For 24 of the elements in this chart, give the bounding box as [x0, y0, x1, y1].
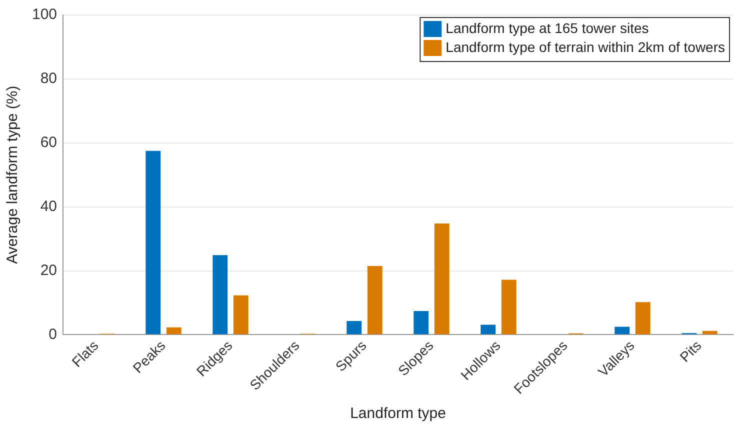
bar	[212, 255, 228, 334]
bar	[146, 150, 161, 334]
bar	[166, 327, 182, 334]
bar	[233, 295, 248, 334]
bar	[702, 330, 718, 334]
legend-label: Landform type at 165 tower sites	[446, 20, 649, 36]
y-tick-label: 60	[40, 134, 58, 152]
y-tick-label: 80	[40, 70, 58, 88]
y-tick-label: 40	[40, 198, 58, 215]
y-axis-title: Average landform type (%)	[4, 86, 22, 264]
x-tick-label: Pits	[676, 337, 704, 365]
bar	[501, 280, 516, 334]
bar	[346, 320, 362, 334]
bar	[635, 302, 650, 334]
bar	[434, 223, 450, 334]
bar	[367, 266, 382, 334]
y-tick-label: 20	[40, 262, 58, 279]
bar	[614, 326, 630, 334]
y-tick-label: 0	[48, 326, 58, 343]
y-tick-label: 100	[32, 6, 58, 24]
legend-label: Landform type of terrain within 2km of towers	[446, 38, 725, 55]
bar	[414, 311, 429, 334]
x-axis-title: Landform type	[350, 405, 446, 422]
bar	[480, 324, 496, 334]
